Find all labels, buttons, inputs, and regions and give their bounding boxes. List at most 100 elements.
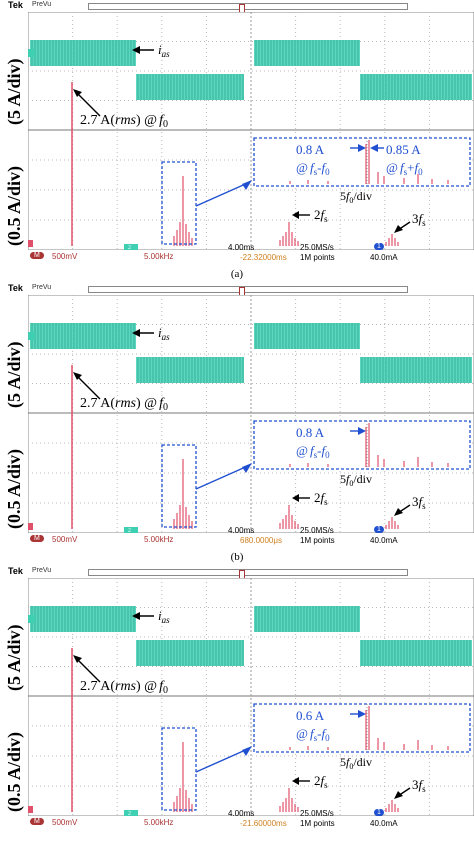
- ch-m-scale: 500mV: [52, 252, 78, 261]
- oscilloscope-screen: ias 2.7 A(rms) @ f0 0.8 A @ fs-f0 5f0/div 2fs 3f…: [28, 295, 474, 533]
- zoom-scale-label: 5f0/div: [340, 755, 372, 771]
- freq-scale: 5.00kHz: [144, 818, 174, 827]
- 2fs-label: 2fs: [314, 490, 328, 507]
- zoom-left-value: 0.8 A: [296, 425, 325, 440]
- scope-panel: Tek PreVu (5 A/div) (0.5 A/div) ias 2.7 A…: [0, 0, 474, 283]
- scope-status-bar: M 500mV 5.00kHz 4.00ms 25.0MS/s 1 680.00…: [0, 526, 474, 556]
- figure-caption: (a): [230, 268, 244, 280]
- 2fs-label: 2fs: [314, 773, 328, 790]
- time-div: 4.00ms: [228, 243, 255, 252]
- scope-status-bar: M 500mV 5.00kHz 4.00ms 25.0MS/s 1 -21.60…: [0, 809, 474, 839]
- 3fs-label: 3fs: [412, 494, 426, 511]
- y-label-top: (5 A/div): [4, 58, 24, 125]
- current-waveform-band: [136, 74, 244, 100]
- zoom-arrow: [195, 181, 251, 207]
- scope-header: Tek PreVu: [0, 0, 474, 15]
- y-label-bottom: (0.5 A/div): [4, 731, 24, 812]
- zoom-source-box: [161, 727, 197, 811]
- trigger-level: 40.0mA: [370, 253, 398, 262]
- zoom-left-value: 0.8 A: [296, 142, 325, 157]
- fundamental-arrow: [75, 91, 101, 117]
- zoom-left-freq: @ fs-f0: [296, 160, 330, 177]
- zoom-right-freq: @ fs+f0: [386, 160, 423, 177]
- fundamental-arrow: [75, 374, 101, 400]
- brand-label: Tek: [8, 0, 23, 10]
- svg-text:2: 2: [128, 528, 131, 533]
- record-position-bar: [88, 569, 408, 581]
- y-label-top: (5 A/div): [4, 624, 24, 691]
- time-div: 4.00ms: [228, 526, 255, 535]
- svg-text:2: 2: [128, 245, 131, 250]
- 2fs-label: 2fs: [314, 207, 328, 224]
- channel-2-marker: [28, 615, 35, 623]
- scope-panel: Tek PreVu (5 A/div) (0.5 A/div) ias 2.7 A…: [0, 566, 474, 849]
- m-badge: M: [30, 252, 44, 259]
- ch-m-scale: 500mV: [52, 818, 78, 827]
- m-badge: M: [30, 535, 44, 542]
- ias-label: ias: [158, 42, 170, 59]
- record-position-bar: [88, 286, 408, 298]
- oscilloscope-screen: ias 2.7 A(rms) @ f0 0.6 A @ fs-f0 5f0/div 2fs 3f…: [28, 578, 474, 816]
- time-offset: -21.60000ms: [240, 819, 287, 828]
- current-waveform-band: [136, 357, 244, 383]
- fundamental-arrow: [75, 657, 101, 683]
- ias-label: ias: [158, 325, 170, 342]
- time-div: 4.00ms: [228, 809, 255, 818]
- zoom-arrow: [195, 464, 251, 490]
- math-channel-marker: [28, 523, 33, 530]
- ch1-badge: 1: [374, 243, 384, 250]
- fundamental-label: 2.7 A(rms) @ f0: [80, 113, 168, 130]
- ch1-badge: 1: [374, 809, 384, 816]
- ch2-badge: [124, 810, 138, 816]
- brand-label: Tek: [8, 283, 23, 293]
- m-badge: M: [30, 818, 44, 825]
- zoom-right-value: 0.85 A: [386, 142, 421, 157]
- y-label-top: (5 A/div): [4, 341, 24, 408]
- zoom-left-freq: @ fs-f0: [296, 726, 330, 743]
- trigger-level: 40.0mA: [370, 536, 398, 545]
- mode-label: PreVu: [32, 567, 52, 574]
- zoom-detail-box: [253, 137, 471, 187]
- record-length: 1M points: [300, 819, 335, 828]
- record-position-bar: [88, 3, 408, 15]
- mode-label: PreVu: [32, 284, 52, 291]
- sample-rate: 25.0MS/s: [300, 243, 334, 252]
- record-length: 1M points: [300, 253, 335, 262]
- brand-label: Tek: [8, 566, 23, 576]
- y-label-bottom: (0.5 A/div): [4, 448, 24, 529]
- scope-panel: Tek PreVu (5 A/div) (0.5 A/div) ias 2.7 A…: [0, 283, 474, 566]
- channel-2-marker: [28, 49, 35, 57]
- fundamental-label: 2.7 A(rms) @ f0: [80, 679, 168, 696]
- zoom-scale-label: 5f0/div: [340, 189, 372, 205]
- trigger-level: 40.0mA: [370, 819, 398, 828]
- scope-status-bar: M 500mV 5.00kHz 4.00ms 25.0MS/s 1 -22.32…: [0, 243, 474, 273]
- sample-rate: 25.0MS/s: [300, 526, 334, 535]
- scope-header: Tek PreVu: [0, 283, 474, 298]
- svg-text:2: 2: [128, 811, 131, 816]
- freq-scale: 5.00kHz: [144, 252, 174, 261]
- zoom-source-box: [161, 161, 197, 245]
- channel-2-marker: [28, 332, 35, 340]
- current-waveform-band: [136, 640, 244, 666]
- zoom-detail-box: [253, 703, 471, 753]
- zoom-left-value: 0.6 A: [296, 708, 325, 723]
- mode-label: PreVu: [32, 1, 52, 8]
- figure-caption: (b): [230, 551, 244, 563]
- zoom-detail-box: [253, 420, 471, 470]
- zoom-scale-label: 5f0/div: [340, 472, 372, 488]
- 3fs-label: 3fs: [412, 777, 426, 794]
- ias-label: ias: [158, 608, 170, 625]
- math-channel-marker: [28, 806, 33, 813]
- oscilloscope-screen: ias 2.7 A(rms) @ f0 0.8 A @ fs-f0 0.85 A @ fs+f0…: [28, 12, 474, 250]
- scope-header: Tek PreVu: [0, 566, 474, 581]
- freq-scale: 5.00kHz: [144, 535, 174, 544]
- y-label-bottom: (0.5 A/div): [4, 165, 24, 246]
- record-length: 1M points: [300, 536, 335, 545]
- time-offset: -22.32000ms: [240, 253, 287, 262]
- ch1-badge: 1: [374, 526, 384, 533]
- time-offset: 680.0000μs: [240, 536, 282, 545]
- zoom-source-box: [161, 444, 197, 528]
- math-channel-marker: [28, 240, 33, 247]
- fundamental-label: 2.7 A(rms) @ f0: [80, 396, 168, 413]
- ch-m-scale: 500mV: [52, 535, 78, 544]
